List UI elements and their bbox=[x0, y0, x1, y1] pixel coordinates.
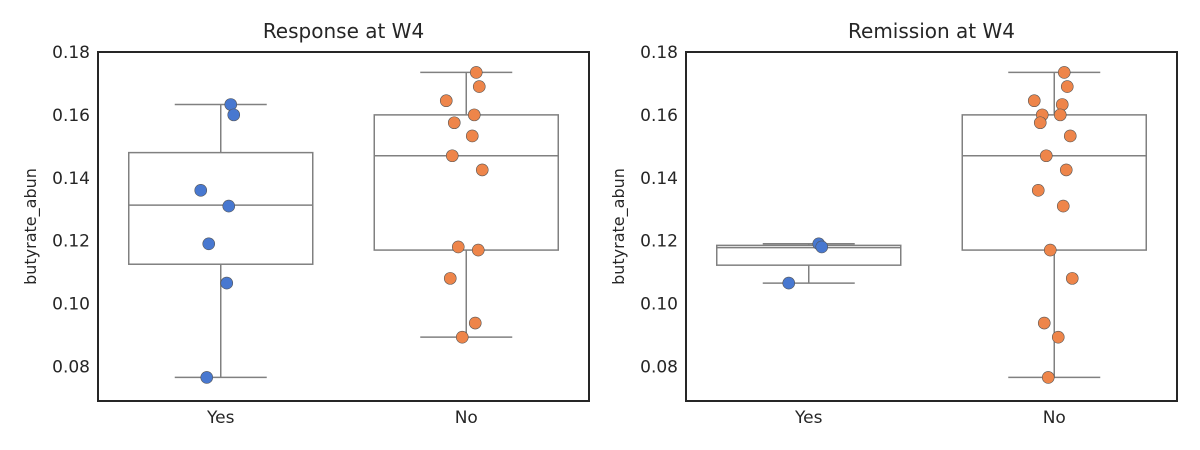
x-tick-labels: Yes No bbox=[794, 408, 1066, 428]
data-point bbox=[1060, 80, 1074, 93]
chart-title: Response at W4 bbox=[263, 19, 424, 43]
data-point bbox=[1031, 184, 1045, 197]
data-point bbox=[1063, 129, 1077, 143]
data-point bbox=[469, 66, 483, 79]
y-tick-labels: 0.08 0.10 0.12 0.14 0.16 0.18 bbox=[640, 43, 678, 377]
data-point bbox=[1053, 108, 1067, 122]
data-point bbox=[200, 371, 214, 384]
y-tick-label: 0.10 bbox=[52, 295, 90, 315]
y-tick-label: 0.14 bbox=[640, 169, 678, 189]
y-tick-label: 0.16 bbox=[640, 106, 678, 126]
panel-remission-at-w4: Remission at W4 butyrate_abun 0.08 0.10 … bbox=[609, 19, 1178, 428]
x-tick-labels: Yes No bbox=[206, 408, 478, 428]
y-tick-label: 0.12 bbox=[52, 232, 90, 252]
box bbox=[961, 114, 1147, 251]
data-point bbox=[1059, 163, 1073, 177]
y-tick-label: 0.12 bbox=[640, 232, 678, 252]
y-tick-label: 0.08 bbox=[52, 357, 90, 377]
box-group-no bbox=[373, 66, 559, 344]
data-point bbox=[439, 94, 453, 108]
plot-frame bbox=[97, 51, 590, 402]
data-point bbox=[1057, 66, 1071, 79]
y-tick-label: 0.16 bbox=[52, 106, 90, 126]
box-group-yes bbox=[716, 237, 902, 290]
plot-frame bbox=[685, 51, 1178, 402]
y-tick-label: 0.18 bbox=[52, 43, 90, 63]
box-group-yes bbox=[128, 98, 314, 384]
data-point bbox=[1043, 243, 1057, 257]
data-point bbox=[1051, 330, 1065, 344]
data-point bbox=[451, 240, 465, 254]
data-point bbox=[220, 276, 234, 290]
data-point bbox=[202, 237, 216, 251]
data-point bbox=[1055, 98, 1069, 111]
x-tick-label: Yes bbox=[206, 408, 235, 428]
x-tick-label: No bbox=[1043, 408, 1066, 428]
data-point bbox=[445, 149, 459, 163]
data-point bbox=[1041, 371, 1055, 384]
y-tick-label: 0.14 bbox=[52, 169, 90, 189]
data-point bbox=[467, 108, 481, 122]
data-point bbox=[475, 163, 489, 177]
y-tick-label: 0.18 bbox=[640, 43, 678, 63]
panel-response-at-w4: Response at W4 butyrate_abun 0.08 0.10 0… bbox=[21, 19, 590, 428]
box bbox=[716, 244, 902, 266]
data-point bbox=[227, 108, 241, 122]
data-point bbox=[1037, 316, 1051, 330]
box-group-no bbox=[961, 66, 1147, 384]
x-tick-label: No bbox=[455, 408, 478, 428]
y-axis-label: butyrate_abun bbox=[609, 168, 629, 285]
data-point bbox=[471, 243, 485, 257]
data-point bbox=[447, 116, 461, 130]
data-point bbox=[194, 184, 208, 197]
data-point bbox=[455, 330, 469, 344]
y-tick-label: 0.10 bbox=[640, 295, 678, 315]
data-point bbox=[443, 272, 457, 285]
data-point bbox=[222, 199, 236, 213]
x-tick-label: Yes bbox=[794, 408, 823, 428]
data-point bbox=[1033, 116, 1047, 130]
data-point bbox=[782, 276, 796, 290]
chart-title: Remission at W4 bbox=[848, 19, 1015, 43]
data-point bbox=[1027, 94, 1041, 108]
data-point bbox=[815, 240, 829, 254]
y-tick-label: 0.08 bbox=[640, 357, 678, 377]
data-point bbox=[1056, 199, 1070, 213]
plot-marks bbox=[128, 66, 559, 384]
data-point bbox=[468, 316, 482, 330]
data-point bbox=[465, 129, 479, 143]
y-tick-labels: 0.08 0.10 0.12 0.14 0.16 0.18 bbox=[52, 43, 90, 377]
plot-marks bbox=[716, 66, 1147, 384]
box bbox=[128, 151, 314, 265]
y-axis-label: butyrate_abun bbox=[21, 168, 41, 285]
data-point bbox=[1065, 272, 1079, 285]
data-point bbox=[1039, 149, 1053, 163]
data-point bbox=[472, 80, 486, 93]
